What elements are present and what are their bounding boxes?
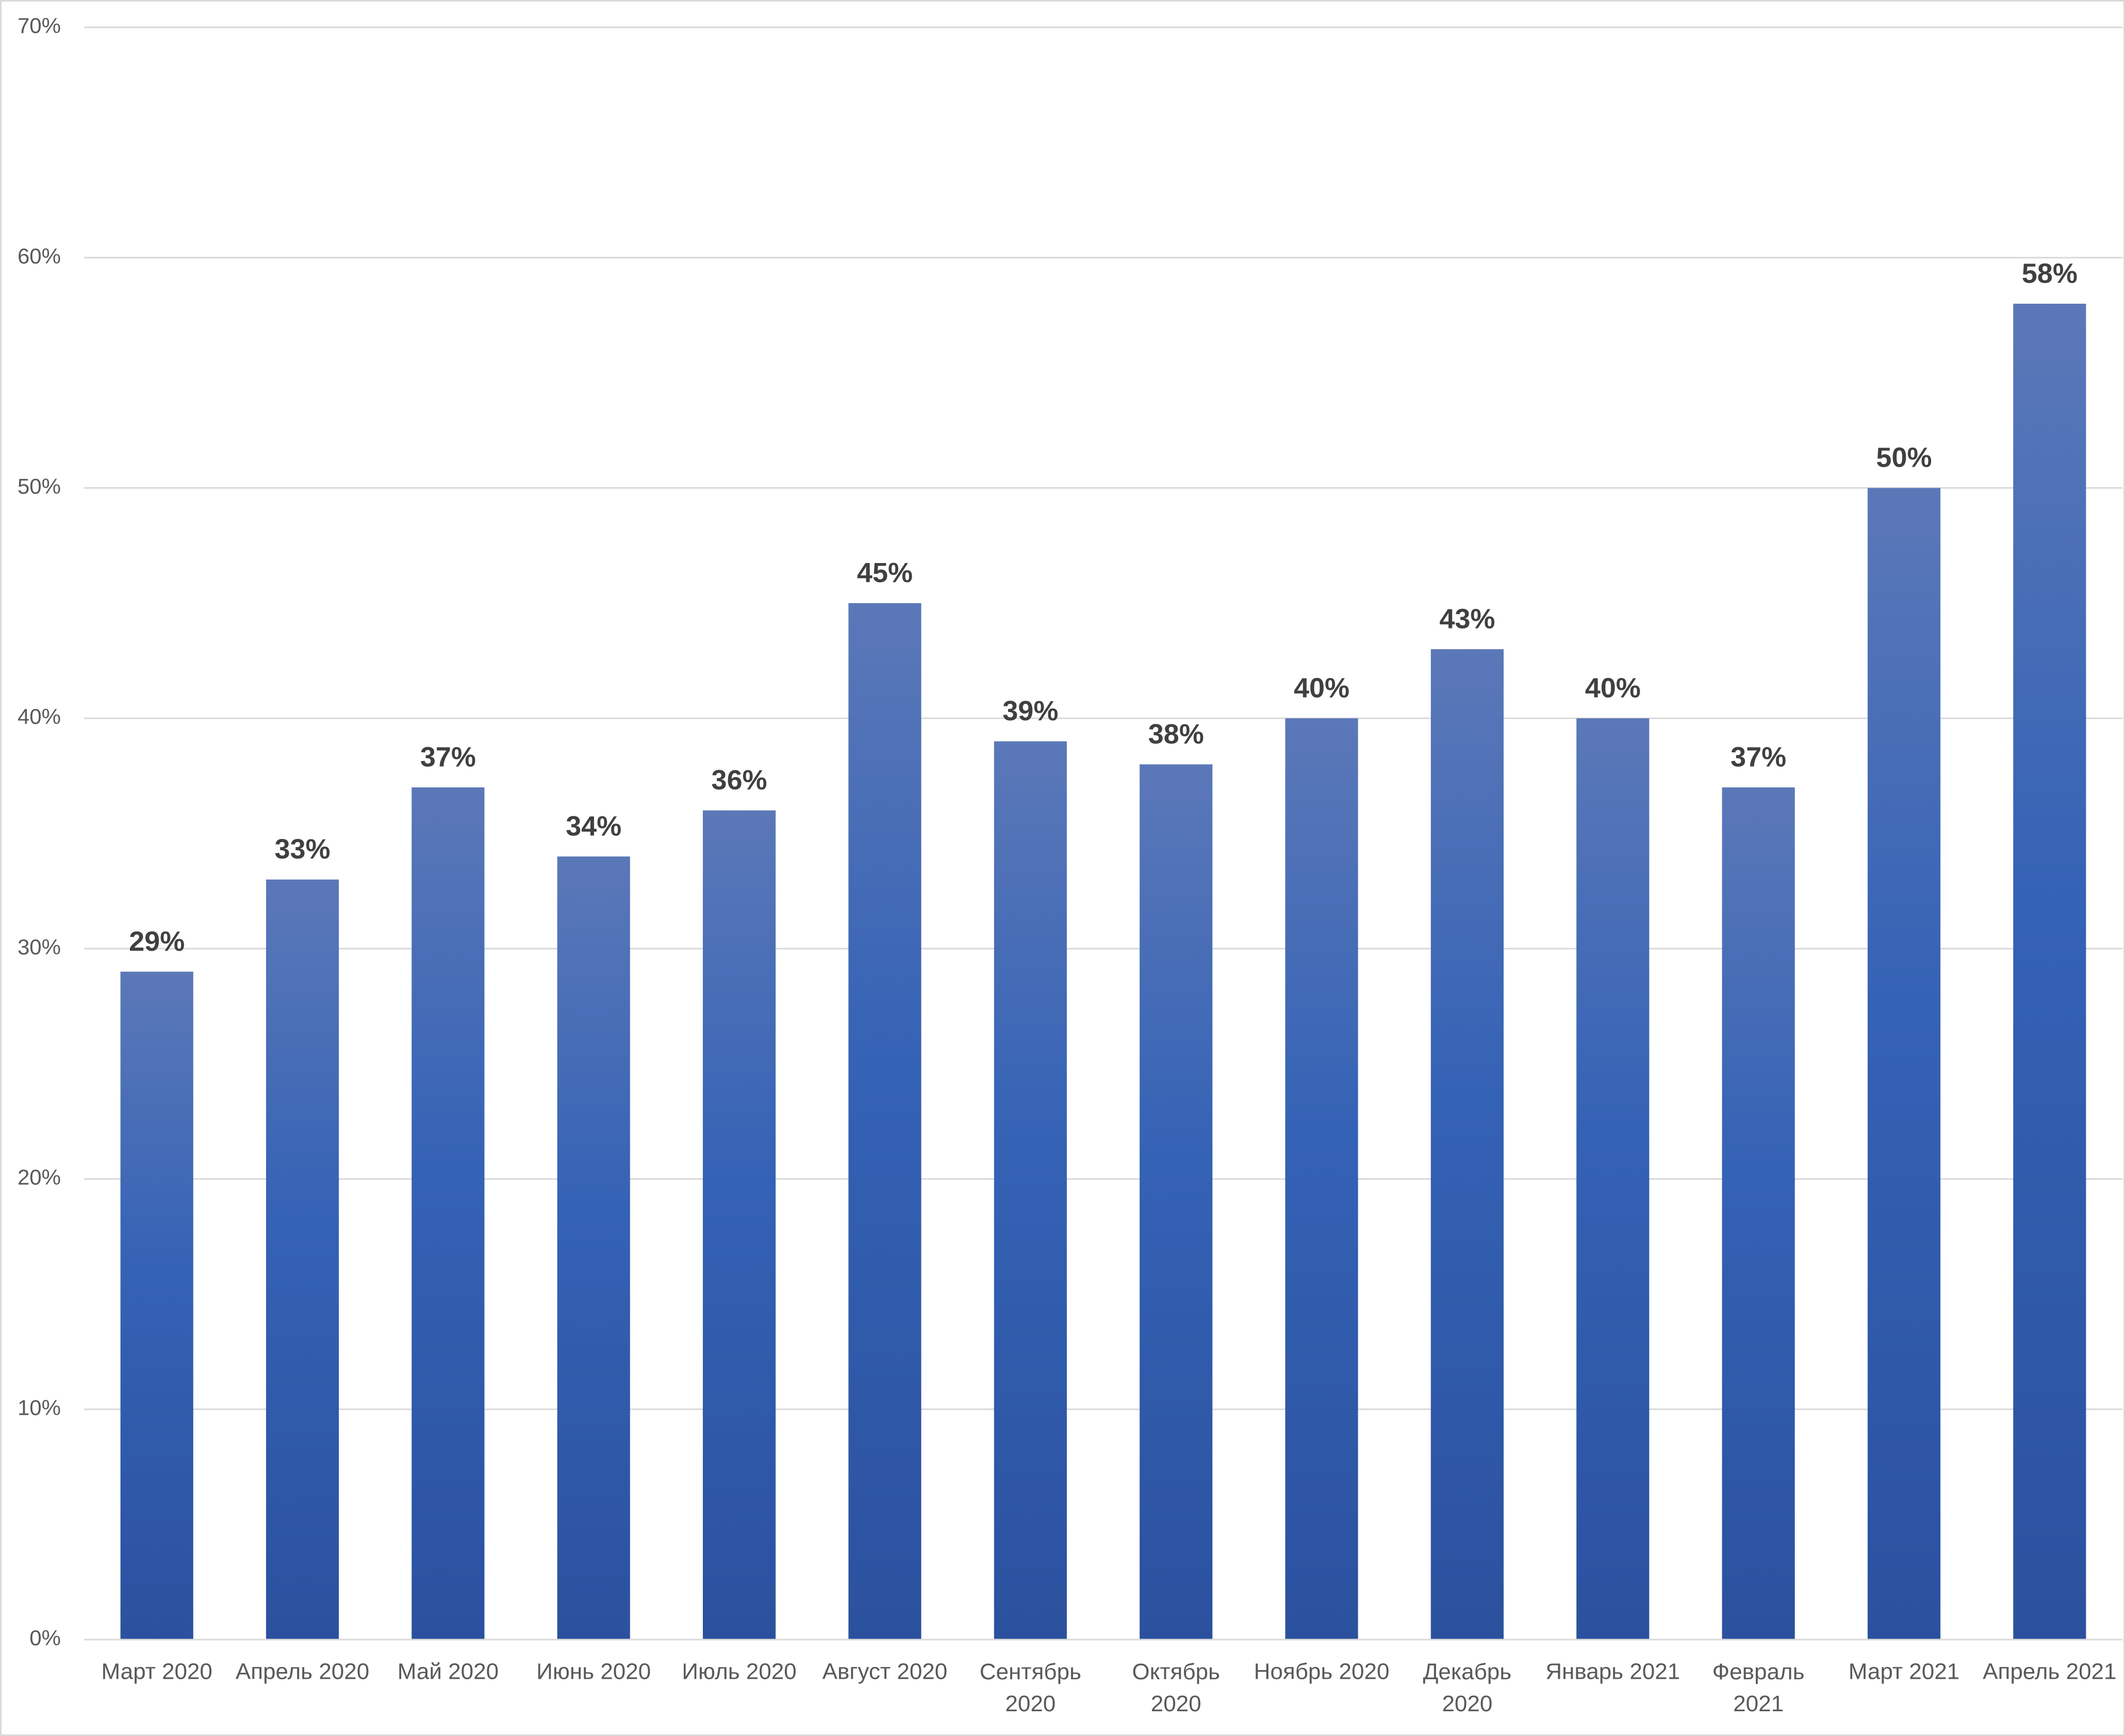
- data-label: 37%: [420, 741, 476, 772]
- bar: [994, 741, 1067, 1640]
- data-label: 50%: [1876, 442, 1932, 473]
- bar: [1285, 718, 1358, 1640]
- y-tick-label: 10%: [18, 1395, 61, 1419]
- bar: [1140, 764, 1213, 1640]
- x-tick-label: Март 2021: [1849, 1659, 1959, 1684]
- bar: [2013, 304, 2086, 1640]
- data-label: 34%: [566, 811, 621, 841]
- data-label: 36%: [712, 765, 767, 796]
- x-tick-label: Апрель 2020: [236, 1659, 369, 1684]
- data-label: 38%: [1148, 719, 1204, 750]
- bar: [703, 810, 776, 1640]
- y-tick-label: 30%: [18, 935, 61, 959]
- x-tick-label: Сентябрь 2020: [980, 1659, 1081, 1716]
- y-tick-label: 60%: [18, 244, 61, 268]
- x-tick-label: Август 2020: [822, 1659, 948, 1684]
- x-tick-label: Март 2020: [101, 1659, 212, 1684]
- x-tick-label: Ноябрь 2020: [1254, 1659, 1390, 1684]
- bar: [266, 879, 339, 1640]
- x-tick-label: Май 2020: [398, 1659, 499, 1684]
- bar: [557, 856, 630, 1640]
- y-tick-label: 20%: [18, 1165, 61, 1189]
- x-tick-label: Январь 2021: [1545, 1659, 1680, 1684]
- data-label: 39%: [1002, 696, 1058, 726]
- y-tick-label: 40%: [18, 704, 61, 729]
- data-label: 40%: [1294, 672, 1349, 703]
- x-tick-label: Декабрь 2020: [1423, 1659, 1512, 1716]
- x-tick-label: Июль 2020: [682, 1659, 796, 1684]
- bar: [1722, 787, 1795, 1640]
- data-label: 43%: [1439, 603, 1495, 634]
- data-label: 37%: [1731, 741, 1786, 772]
- data-label: 40%: [1585, 672, 1641, 703]
- x-tick-label: Октябрь 2020: [1132, 1659, 1220, 1716]
- x-tick-label: Июнь 2020: [536, 1659, 651, 1684]
- y-tick-label: 0%: [29, 1626, 61, 1650]
- y-tick-label: 70%: [18, 13, 61, 38]
- bar: [411, 787, 485, 1640]
- x-tick-label: Апрель 2021: [1983, 1659, 2116, 1684]
- bar: [120, 971, 193, 1640]
- x-tick-label: Февраль 2021: [1712, 1659, 1805, 1716]
- data-label: 29%: [129, 926, 185, 957]
- bar: [1867, 488, 1941, 1640]
- data-label: 58%: [2022, 258, 2078, 289]
- bar: [1430, 649, 1504, 1640]
- y-tick-label: 50%: [18, 474, 61, 499]
- data-label: 33%: [274, 834, 330, 865]
- bar: [1576, 718, 1650, 1640]
- data-label: 45%: [857, 557, 913, 588]
- bar: [848, 603, 921, 1640]
